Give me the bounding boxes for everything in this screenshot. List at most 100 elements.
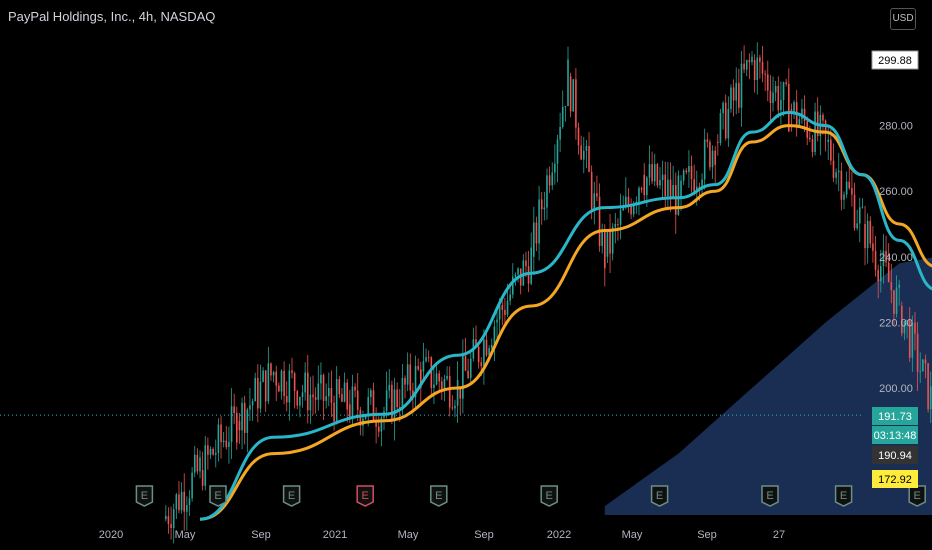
candle-body xyxy=(911,322,914,358)
candle-body xyxy=(183,491,186,512)
candle-body xyxy=(638,188,640,202)
y-tick-label: 240.00 xyxy=(879,252,913,264)
candle-body xyxy=(217,424,220,453)
x-tick-label: Sep xyxy=(474,529,494,541)
earnings-marker[interactable]: E xyxy=(282,485,301,507)
candle-body xyxy=(672,185,674,198)
candle-body xyxy=(412,390,414,398)
price-label-text: 191.73 xyxy=(878,411,912,423)
candle-body xyxy=(622,207,624,211)
price-label-text: 299.88 xyxy=(878,55,912,67)
candle-body xyxy=(627,196,630,206)
candle-body xyxy=(317,383,320,400)
candle-body xyxy=(667,179,669,197)
x-tick-label: 2021 xyxy=(323,529,347,541)
candle-body xyxy=(230,406,233,442)
candle-body xyxy=(493,326,496,345)
candle-body xyxy=(533,222,535,257)
candle-body xyxy=(243,402,246,433)
earnings-label: E xyxy=(840,490,847,502)
candle-body xyxy=(446,375,448,379)
candle-body xyxy=(929,386,932,410)
candle-body xyxy=(377,426,380,432)
candle-body xyxy=(196,454,199,472)
candle-body xyxy=(483,339,485,367)
candle-body xyxy=(785,82,787,84)
candle-body xyxy=(840,170,843,200)
candle-body xyxy=(356,390,359,411)
candle-body xyxy=(922,359,924,372)
candle-body xyxy=(199,457,201,472)
candle-body xyxy=(404,377,406,385)
candle-body xyxy=(283,370,285,397)
candle-body xyxy=(843,194,845,200)
candle-body xyxy=(682,170,685,181)
candle-body xyxy=(811,139,814,153)
earnings-marker[interactable]: E xyxy=(209,485,227,507)
candle-body xyxy=(782,82,785,101)
candle-body xyxy=(735,83,738,101)
candle-body xyxy=(414,366,417,398)
candle-body xyxy=(328,387,330,397)
candle-body xyxy=(582,150,585,160)
earnings-marker[interactable]: E xyxy=(135,485,154,507)
earnings-marker[interactable]: E xyxy=(908,485,926,507)
candle-body xyxy=(296,391,299,406)
candle-body xyxy=(835,172,837,178)
y-tick-label: 280.00 xyxy=(879,121,913,133)
candle-body xyxy=(509,294,511,301)
candle-body xyxy=(861,206,864,208)
candle-body xyxy=(322,374,325,401)
candle-body xyxy=(761,61,764,74)
currency-button[interactable]: USD xyxy=(890,8,916,30)
earnings-marker[interactable]: E xyxy=(430,485,448,507)
earnings-marker[interactable]: E xyxy=(356,485,374,507)
candle-body xyxy=(391,384,393,422)
candle-body xyxy=(433,384,435,389)
candle-body xyxy=(364,415,367,419)
candle-body xyxy=(422,361,425,372)
candle-body xyxy=(848,181,851,189)
candle-body xyxy=(498,305,501,320)
candle-body xyxy=(851,188,853,195)
candle-body xyxy=(338,379,341,395)
candle-body xyxy=(496,319,498,323)
candle-body xyxy=(469,358,472,378)
candle-body xyxy=(740,63,743,108)
candle-body xyxy=(864,224,866,249)
candle-body xyxy=(212,448,214,455)
candle-body xyxy=(745,60,748,70)
candle-body xyxy=(693,179,695,193)
candle-body xyxy=(417,366,419,370)
earnings-marker[interactable]: E xyxy=(650,485,669,507)
candle-body xyxy=(527,266,530,284)
candle-body xyxy=(743,63,745,70)
candle-body xyxy=(895,287,898,314)
candle-body xyxy=(837,170,840,173)
candle-body xyxy=(830,139,832,161)
candle-body xyxy=(475,339,477,347)
earnings-marker[interactable]: E xyxy=(540,485,558,507)
candle-body xyxy=(459,388,462,399)
candle-body xyxy=(927,363,929,410)
candle-body xyxy=(648,164,651,178)
candle-body xyxy=(359,410,362,426)
candle-body xyxy=(314,397,317,400)
candle-body xyxy=(480,362,483,367)
candle-body xyxy=(774,86,777,93)
candle-body xyxy=(372,390,375,422)
earnings-label: E xyxy=(656,490,663,502)
candle-body xyxy=(609,230,611,254)
earnings-marker[interactable]: E xyxy=(761,485,779,507)
candle-body xyxy=(788,83,790,132)
candle-body xyxy=(467,370,469,378)
candle-body xyxy=(325,396,327,401)
candle-body xyxy=(514,274,517,277)
candle-body xyxy=(209,448,212,455)
candle-body xyxy=(590,171,593,210)
candle-body xyxy=(246,409,249,433)
candle-body xyxy=(604,230,606,269)
candle-body xyxy=(330,387,333,403)
earnings-marker[interactable]: E xyxy=(834,485,853,507)
